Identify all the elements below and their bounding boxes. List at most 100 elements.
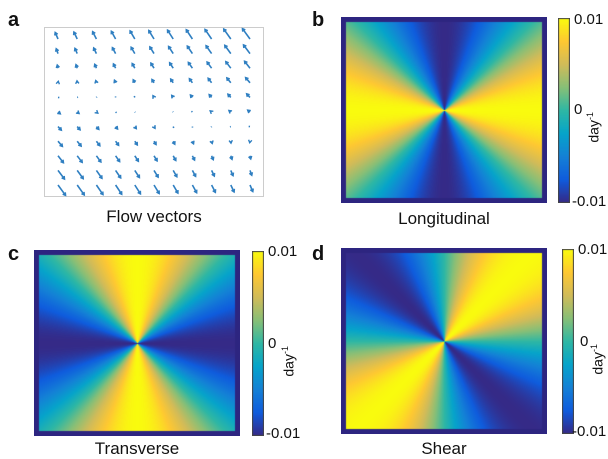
colorbar-d-min: -0.01: [572, 423, 607, 440]
vector-axes-box: [44, 27, 264, 197]
flow-vector-arrowhead: [190, 140, 195, 146]
flow-vector-arrowhead: [54, 47, 60, 52]
flow-vector-arrowhead: [207, 77, 212, 82]
flow-vector-arrow: [76, 155, 83, 163]
flow-vector-arrowhead: [135, 158, 140, 163]
flow-vector-arrowhead: [206, 60, 211, 66]
flow-vector-arrowhead: [247, 139, 253, 145]
flow-vector-arrow: [241, 28, 251, 40]
flow-vector-arrowhead: [230, 172, 235, 177]
flow-vector-arrow: [204, 28, 213, 40]
flow-vector-arrow: [210, 184, 217, 193]
flow-vector-arrowhead: [79, 159, 84, 164]
flow-vector-arrowhead: [113, 78, 118, 84]
panel-b-caption: Longitudinal: [398, 209, 490, 228]
panel-c-letter: c: [8, 243, 20, 265]
flow-vector-arrowhead: [173, 173, 178, 179]
flow-vector-arrowhead: [137, 190, 142, 196]
flow-vector-arrowhead: [55, 63, 60, 69]
flow-vector-arrowhead: [185, 28, 190, 33]
flow-vector-arrowhead: [75, 110, 81, 115]
flow-vector-arrowhead: [132, 78, 137, 83]
flow-vector-arrowhead: [118, 191, 123, 196]
flow-vector-arrowhead: [95, 126, 100, 131]
flow-vector-arrow: [95, 169, 103, 179]
flow-vector-arrowhead: [174, 189, 179, 195]
flow-vector-arrow: [114, 184, 123, 195]
shear-map: [341, 248, 547, 434]
flow-vector-arrowhead: [97, 158, 102, 164]
flow-vector-arrowhead: [114, 125, 119, 131]
flow-vector-arrow: [153, 184, 160, 194]
flow-vector-arrow: [205, 45, 213, 55]
flow-vector-arrowhead: [134, 141, 139, 147]
flow-vector-arrow: [190, 110, 193, 113]
panel-b-letter: b: [312, 9, 325, 31]
flow-vector-arrowhead: [208, 93, 213, 98]
colorbar-c: [252, 251, 264, 436]
flow-vector-arrowhead: [224, 60, 229, 65]
flow-vector-arrowhead: [111, 46, 116, 51]
flow-vector-arrowhead: [210, 156, 215, 162]
flow-vector-arrowhead: [74, 63, 79, 68]
flow-vector-arrowhead: [168, 61, 173, 66]
flow-vector-arrow: [76, 184, 85, 196]
flow-vector-arrowhead: [112, 62, 117, 68]
flow-vector-arrowhead: [133, 125, 138, 130]
flow-vector-arrowhead: [58, 126, 63, 132]
flow-vector-arrowhead: [243, 60, 248, 65]
flow-vector-arrowhead: [248, 172, 254, 177]
flow-vector-arrowhead: [151, 125, 156, 130]
flow-vector-arrowhead: [229, 156, 234, 161]
colorbar-c-min: -0.01: [266, 425, 301, 442]
flow-vector-arrowhead: [110, 30, 115, 35]
longitudinal-map: [341, 17, 547, 203]
flow-vector-arrowhead: [223, 44, 228, 49]
flow-vector-arrowhead: [152, 94, 157, 99]
flow-vector-arrow: [57, 184, 67, 196]
flow-vector-arrowhead: [189, 93, 194, 99]
flow-vector-arrowhead: [226, 93, 232, 98]
flow-vector-arrowhead: [92, 46, 97, 52]
flow-vector-arrowhead: [242, 43, 247, 49]
flow-vector-arrowhead: [93, 62, 98, 68]
colorbar-c-mid: 0: [268, 335, 277, 352]
panel-a-letter: a: [8, 9, 20, 31]
flow-vector-arrowhead: [54, 31, 59, 36]
flow-vector-arrow: [225, 61, 232, 69]
flow-vector-arrow: [243, 60, 251, 69]
flow-vector-arrowhead: [246, 109, 251, 114]
flow-vector-arrowhead: [156, 190, 160, 195]
flow-vector-arrowhead: [116, 158, 121, 163]
flow-vector-arrowhead: [57, 110, 62, 115]
flow-vector-arrowhead: [172, 157, 177, 162]
flow-vector-arrowhead: [117, 174, 122, 180]
flow-vector-arrowhead: [149, 45, 153, 50]
colorbar-d-unit: day-1: [588, 344, 606, 375]
flow-vector-arrowhead: [81, 191, 86, 197]
flow-vector-arrow: [57, 169, 66, 180]
colorbar-d-mid: 0: [580, 333, 589, 350]
panel-d-caption: Shear: [421, 439, 467, 458]
flow-vector-arrow: [172, 126, 175, 129]
flow-vector-arrowhead: [209, 110, 214, 115]
colorbar-d: [562, 249, 574, 434]
flow-vector-arrowhead: [62, 192, 67, 197]
flow-vector-arrow: [57, 155, 65, 164]
flow-vector-arrow: [91, 31, 98, 40]
flow-vector-arrow: [242, 44, 251, 55]
colorbar-b-max: 0.01: [574, 11, 604, 28]
flow-vector-arrow: [185, 29, 194, 40]
flow-vector-arrowhead: [155, 174, 159, 179]
flow-vector-arrowhead: [244, 76, 249, 81]
flow-vector-arrowhead: [248, 155, 253, 161]
transverse-map: [34, 250, 240, 436]
flow-vector-arrowhead: [61, 175, 66, 181]
flow-vector-arrow: [95, 184, 104, 196]
flow-vector-arrowhead: [192, 173, 197, 178]
flow-vector-arrowhead: [231, 188, 236, 194]
flow-vector-arrow: [186, 45, 194, 55]
flow-vector-arrowhead: [55, 79, 61, 85]
flow-vector-arrowhead: [169, 77, 174, 83]
flow-vector-arrowhead: [153, 157, 158, 163]
